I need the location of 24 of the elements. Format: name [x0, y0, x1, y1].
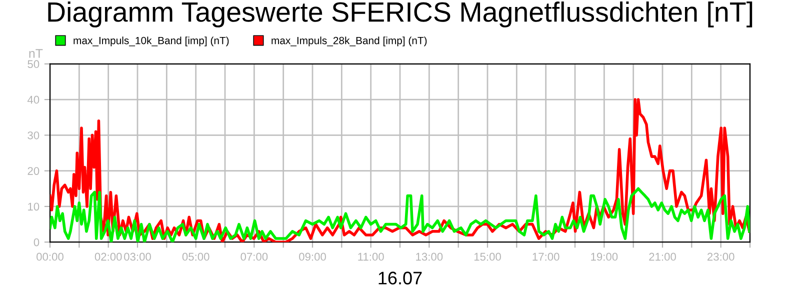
x-tick-label: 09:00: [299, 252, 326, 261]
x-tick-label: 07:00: [240, 252, 268, 261]
x-tick-label: 03:00: [124, 252, 151, 261]
y-tick-label: 20: [28, 167, 40, 175]
legend-label: max_Impuls_10k_Band [imp] (nT): [74, 36, 229, 46]
y-tick-label: 50: [28, 60, 40, 68]
x-tick-label: 15:00: [474, 252, 501, 261]
legend-label: max_Impuls_28k_Band [imp] (nT): [272, 36, 427, 46]
x-tick-label: 19:00: [591, 252, 618, 261]
x-tick-label: 00:00: [36, 252, 64, 261]
y-tick-label: 30: [28, 131, 40, 140]
x-tick-label: 02:00: [94, 252, 122, 261]
x-tick-label: 17:00: [532, 252, 560, 261]
x-tick-label: 21:00: [649, 252, 676, 261]
chart-title: Diagramm Tageswerte SFERICS Magnetflussdichten [nT]: [48, 2, 752, 28]
x-tick-label: 13:00: [416, 252, 443, 261]
y-tick-label: 0: [34, 238, 40, 246]
x-axis-title: 16.07: [378, 272, 422, 284]
y-tick-label: 10: [28, 202, 40, 211]
x-tick-label: 05:00: [182, 252, 210, 261]
y-tick-label: 40: [27, 96, 40, 104]
y-axis-title: nT: [29, 49, 43, 58]
x-tick-label: 23:00: [707, 252, 734, 261]
x-tick-label: 11:00: [358, 252, 384, 261]
